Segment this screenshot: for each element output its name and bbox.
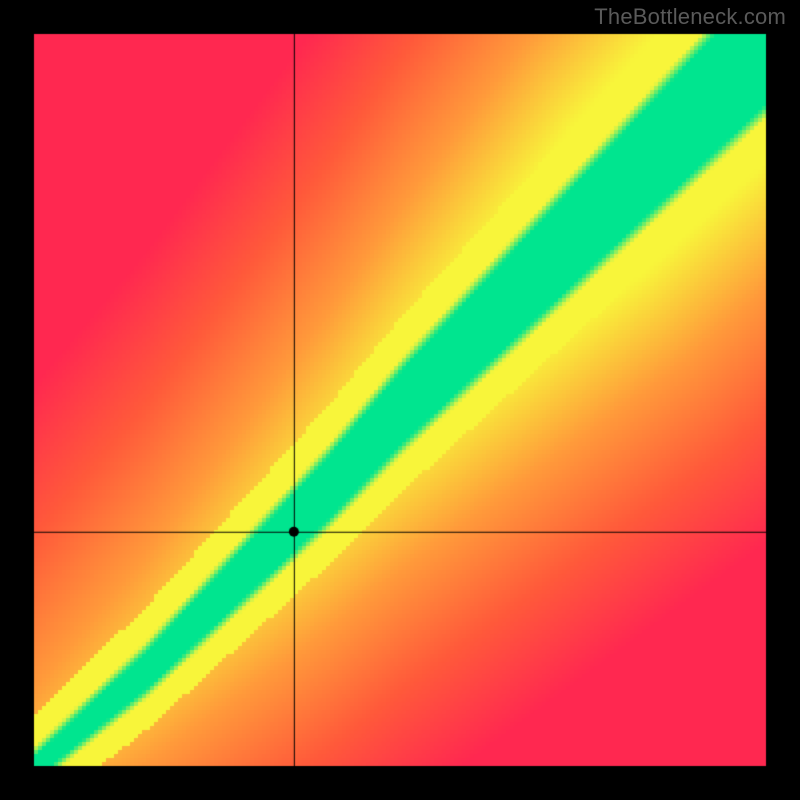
bottleneck-heatmap-canvas [0, 0, 800, 800]
watermark-text: TheBottleneck.com [594, 4, 786, 30]
chart-container: TheBottleneck.com [0, 0, 800, 800]
